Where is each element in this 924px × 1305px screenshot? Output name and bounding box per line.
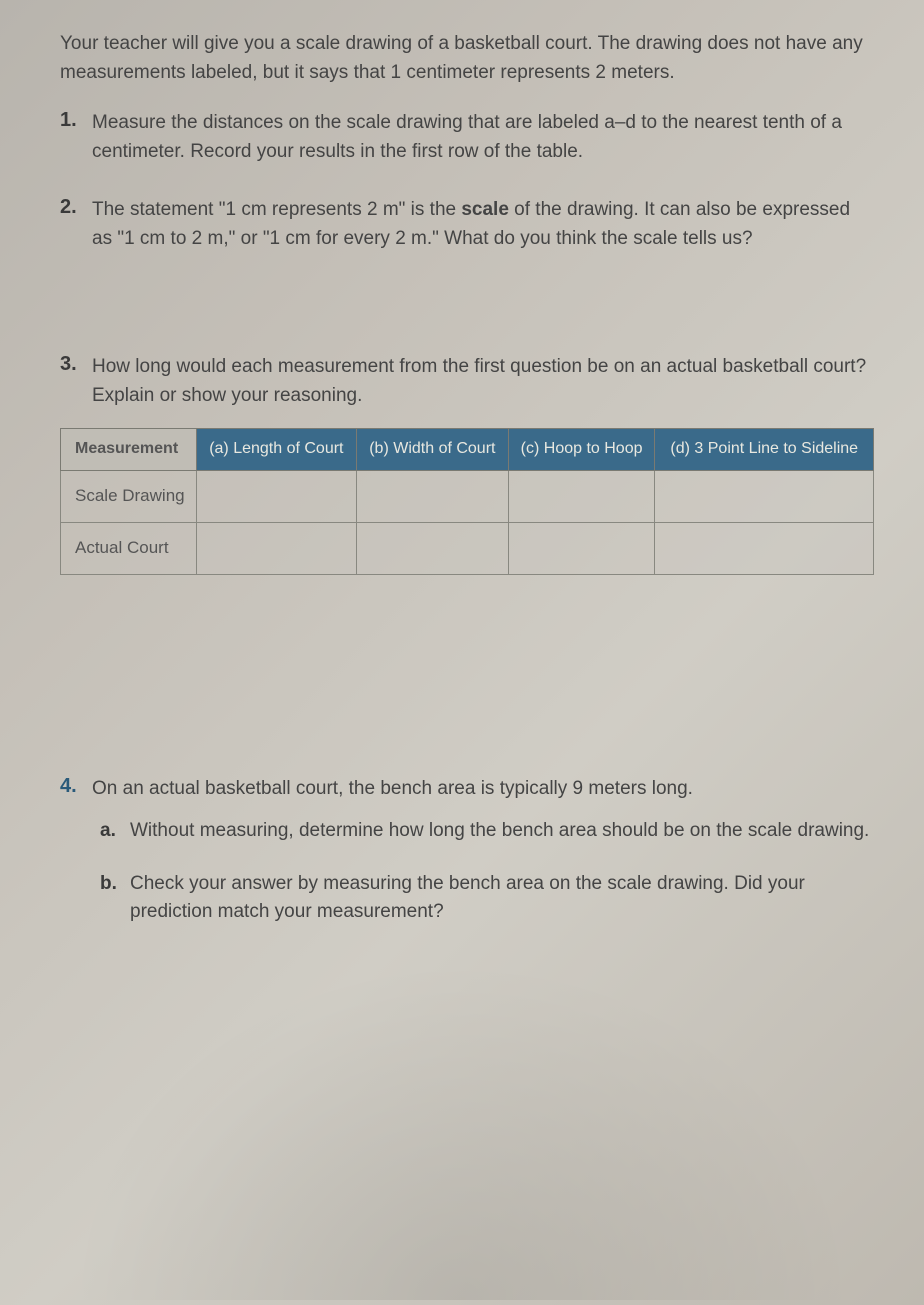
cell xyxy=(655,470,874,522)
intro-text: Your teacher will give you a scale drawi… xyxy=(60,30,874,87)
cell xyxy=(508,470,655,522)
cell xyxy=(196,522,356,574)
measurement-table: Measurement (a) Length of Court (b) Widt… xyxy=(60,428,874,575)
row-label: Scale Drawing xyxy=(61,470,197,522)
table-row: Actual Court xyxy=(61,522,874,574)
cell xyxy=(508,522,655,574)
q2-text: The statement "1 cm represents 2 m" is t… xyxy=(92,196,874,253)
question-3: 3. How long would each measurement from … xyxy=(60,353,874,410)
q4b-number: b. xyxy=(100,870,130,927)
q2-before: The statement "1 cm represents 2 m" is t… xyxy=(92,199,461,220)
q4-text: On an actual basketball court, the bench… xyxy=(92,775,874,804)
q4a-text: Without measuring, determine how long th… xyxy=(130,817,869,846)
th-measurement: Measurement xyxy=(61,429,197,471)
question-1: 1. Measure the distances on the scale dr… xyxy=(60,109,874,166)
cell xyxy=(357,522,509,574)
q4-body: On an actual basketball court, the bench… xyxy=(92,775,874,937)
q4-number: 4. xyxy=(60,775,92,937)
q4b-text: Check your answer by measuring the bench… xyxy=(130,870,874,927)
th-hoop: (c) Hoop to Hoop xyxy=(508,429,655,471)
th-3point: (d) 3 Point Line to Sideline xyxy=(655,429,874,471)
th-length: (a) Length of Court xyxy=(196,429,356,471)
question-2: 2. The statement "1 cm represents 2 m" i… xyxy=(60,196,874,253)
cell xyxy=(196,470,356,522)
table-row: Scale Drawing xyxy=(61,470,874,522)
q3-number: 3. xyxy=(60,353,92,410)
row-label: Actual Court xyxy=(61,522,197,574)
q2-number: 2. xyxy=(60,196,92,253)
cell xyxy=(357,470,509,522)
q1-text: Measure the distances on the scale drawi… xyxy=(92,109,874,166)
q1-number: 1. xyxy=(60,109,92,166)
q4b: b. Check your answer by measuring the be… xyxy=(100,870,874,927)
q3-text: How long would each measurement from the… xyxy=(92,353,874,410)
q4a-number: a. xyxy=(100,817,130,846)
q2-bold: scale xyxy=(461,199,509,220)
question-4: 4. On an actual basketball court, the be… xyxy=(60,775,874,937)
q4a: a. Without measuring, determine how long… xyxy=(100,817,874,846)
th-width: (b) Width of Court xyxy=(357,429,509,471)
cell xyxy=(655,522,874,574)
page-shadow xyxy=(0,900,924,1300)
table-header-row: Measurement (a) Length of Court (b) Widt… xyxy=(61,429,874,471)
